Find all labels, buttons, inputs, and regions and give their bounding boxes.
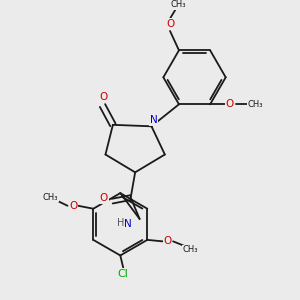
Text: N: N <box>124 219 131 229</box>
Text: O: O <box>166 19 174 28</box>
Text: O: O <box>163 236 171 246</box>
Text: Cl: Cl <box>118 269 129 279</box>
Text: CH₃: CH₃ <box>248 100 263 109</box>
Text: N: N <box>150 116 158 125</box>
Text: O: O <box>100 92 108 102</box>
Text: O: O <box>100 193 108 203</box>
Text: CH₃: CH₃ <box>171 0 186 9</box>
Text: H: H <box>117 218 124 227</box>
Text: CH₃: CH₃ <box>182 245 198 254</box>
Text: CH₃: CH₃ <box>43 193 58 202</box>
Text: O: O <box>225 99 233 109</box>
Text: O: O <box>69 201 77 211</box>
